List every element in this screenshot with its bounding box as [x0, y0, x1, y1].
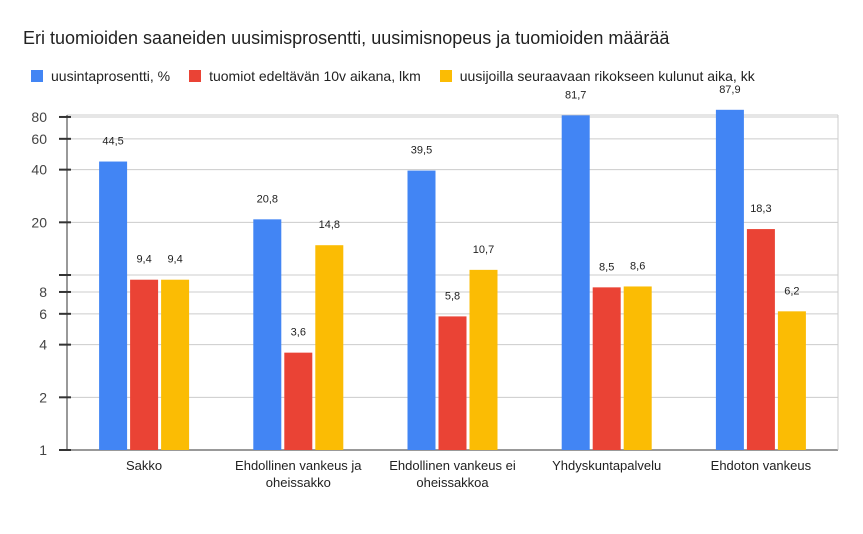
bar	[746, 229, 775, 450]
y-tick-label: 20	[31, 214, 47, 230]
data-label: 87,9	[719, 84, 740, 96]
data-label: 44,5	[102, 136, 123, 148]
data-label: 20,8	[257, 193, 278, 205]
legend-item-series-3[interactable]: uusijoilla seuraavaan rikokseen kulunut …	[439, 68, 755, 84]
x-tick-label: Ehdollinen vankeus ja	[235, 458, 362, 473]
data-label: 5,8	[445, 290, 460, 302]
bar	[592, 287, 621, 450]
y-tick-label: 4	[39, 337, 47, 353]
data-label: 81,7	[565, 89, 586, 101]
bar	[161, 279, 190, 450]
y-tick-label: 80	[31, 109, 47, 125]
legend-label-series-2: tuomiot edeltävän 10v aikana, lkm	[209, 68, 421, 84]
x-tick-label: oheissakkoa	[416, 475, 489, 490]
bar	[253, 219, 282, 450]
y-tick-label: 1	[39, 442, 47, 458]
x-tick-label: Ehdoton vankeus	[711, 458, 812, 473]
bar	[561, 115, 590, 450]
data-label: 18,3	[750, 203, 771, 215]
bar	[715, 109, 744, 451]
bar	[623, 286, 652, 450]
y-tick-label: 6	[39, 306, 47, 322]
bar	[315, 245, 344, 450]
chart-title: Eri tuomioiden saaneiden uusimisprosentt…	[23, 28, 670, 48]
data-label: 8,6	[630, 260, 645, 272]
bar	[407, 170, 436, 450]
legend-label-series-1: uusintaprosentti, %	[51, 68, 171, 84]
x-tick-label: Ehdollinen vankeus ei	[389, 458, 516, 473]
y-tick-label: 8	[39, 284, 47, 300]
data-label: 6,2	[784, 285, 799, 297]
bar	[284, 352, 313, 450]
data-label: 14,8	[319, 219, 340, 231]
data-label: 9,4	[167, 254, 182, 266]
x-tick-label: Yhdyskuntapalvelu	[552, 458, 661, 473]
bar	[130, 279, 159, 450]
data-label: 39,5	[411, 145, 432, 157]
data-label: 10,7	[473, 244, 494, 256]
legend-swatch-series-1	[31, 70, 43, 82]
legend: uusintaprosentti, % tuomiot edeltävän 10…	[31, 68, 774, 84]
bar	[438, 316, 467, 450]
legend-label-series-3: uusijoilla seuraavaan rikokseen kulunut …	[459, 68, 755, 84]
x-tick-label: Sakko	[126, 458, 162, 473]
y-tick-label: 2	[39, 389, 47, 405]
bar	[469, 269, 498, 450]
legend-item-series-1[interactable]: uusintaprosentti, %	[31, 68, 170, 84]
data-label: 9,4	[136, 254, 151, 266]
x-tick-label: oheissakko	[266, 475, 331, 490]
data-label: 8,5	[599, 261, 614, 273]
bar	[99, 161, 128, 451]
legend-item-series-2[interactable]: tuomiot edeltävän 10v aikana, lkm	[189, 68, 421, 84]
legend-swatch-series-2	[189, 70, 202, 82]
y-tick-label: 40	[31, 162, 47, 178]
data-label: 3,6	[291, 327, 306, 339]
bar	[777, 311, 806, 450]
y-tick-label: 60	[31, 131, 47, 147]
legend-swatch-series-3	[439, 70, 452, 82]
